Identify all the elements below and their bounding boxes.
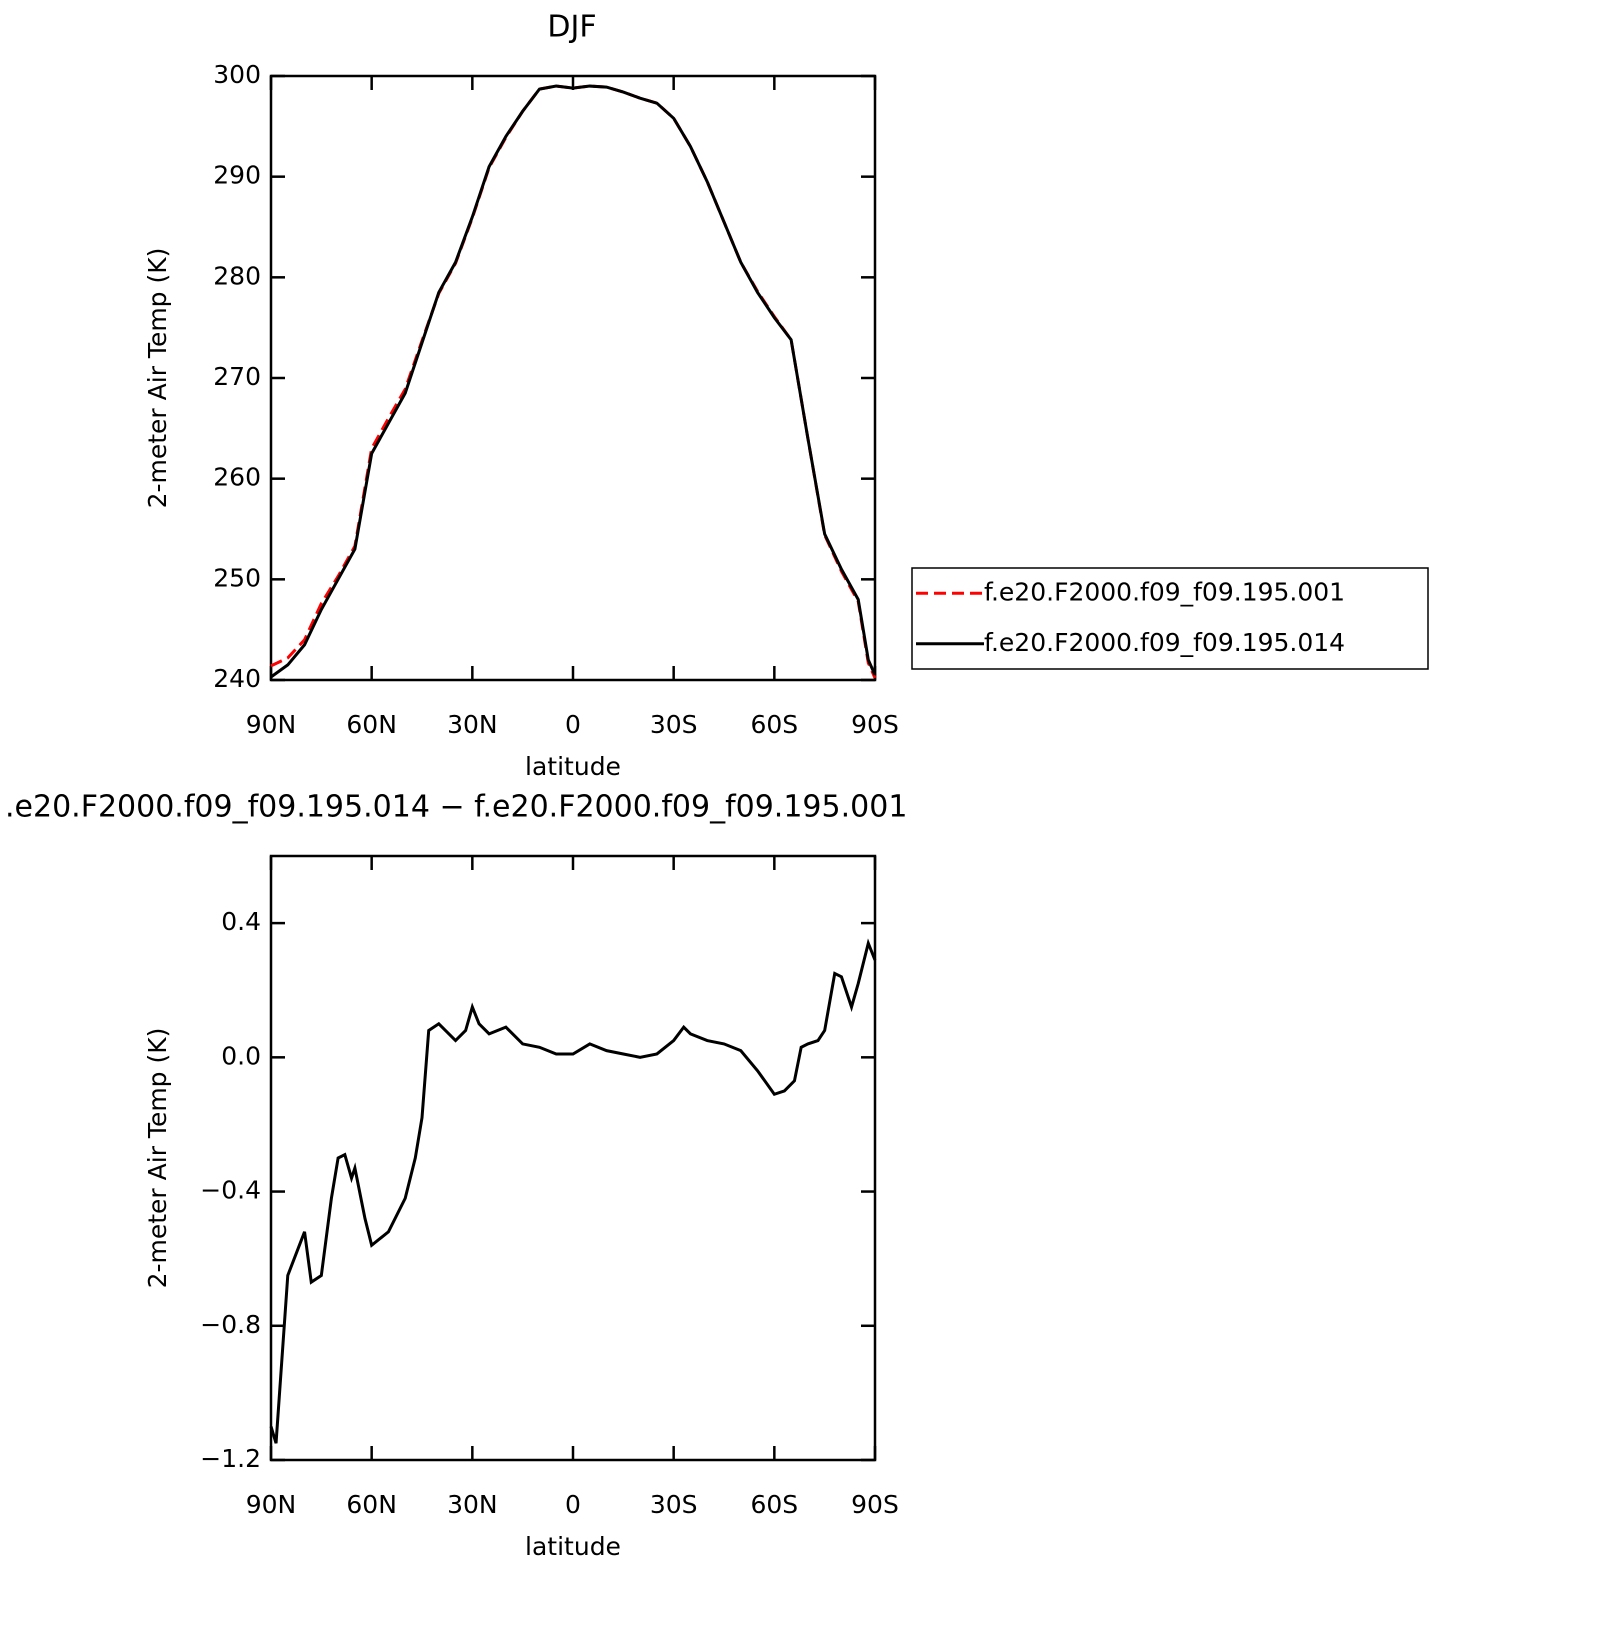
y-tick-label: −1.2 <box>200 1444 261 1473</box>
x-tick-label: 30N <box>447 1490 498 1519</box>
x-tick-label: 60N <box>346 710 397 739</box>
x-tick-label: 0 <box>565 710 581 739</box>
plot-frame <box>269 74 877 682</box>
x-tick-label: 30S <box>650 710 698 739</box>
plot-frame <box>269 854 877 1462</box>
y-tick-label: 280 <box>213 261 261 290</box>
legend-label: f.e20.F2000.f09_f09.195.001 <box>984 577 1345 606</box>
x-tick-label: 30N <box>447 710 498 739</box>
y-tick-label: 260 <box>213 463 261 492</box>
x-tick-label: 90S <box>851 710 899 739</box>
y-tick-label: 240 <box>213 664 261 693</box>
y-tick-label: −0.4 <box>200 1176 261 1205</box>
x-tick-label: 90N <box>246 710 297 739</box>
y-tick-label: −0.8 <box>200 1310 261 1339</box>
x-axis-label: latitude <box>525 1532 621 1561</box>
chart-title: DJF <box>547 10 596 45</box>
y-tick-label: 0.4 <box>221 907 261 936</box>
y-tick-label: 250 <box>213 563 261 592</box>
x-tick-label: 60S <box>750 1490 798 1519</box>
data-line <box>269 938 877 1444</box>
x-tick-label: 0 <box>565 1490 581 1519</box>
x-tick-label: 90N <box>246 1490 297 1519</box>
x-tick-label: 60S <box>750 710 798 739</box>
y-tick-label: 290 <box>213 161 261 190</box>
chart-title: .e20.F2000.f09_f09.195.014 − f.e20.F2000… <box>5 790 907 825</box>
x-tick-label: 30S <box>650 1490 698 1519</box>
y-tick-label: 0.0 <box>221 1041 261 1070</box>
data-line <box>270 84 877 679</box>
y-tick-label: 270 <box>213 362 261 391</box>
x-axis-label: latitude <box>525 752 621 781</box>
data-line <box>270 84 877 679</box>
x-tick-label: 60N <box>346 1490 397 1519</box>
y-axis-label: 2-meter Air Temp (K) <box>143 248 172 509</box>
y-axis-label: 2-meter Air Temp (K) <box>143 1028 172 1289</box>
y-tick-label: 300 <box>213 60 261 89</box>
x-tick-label: 90S <box>851 1490 899 1519</box>
legend-box <box>911 567 1429 670</box>
legend-label: f.e20.F2000.f09_f09.195.014 <box>984 628 1345 657</box>
